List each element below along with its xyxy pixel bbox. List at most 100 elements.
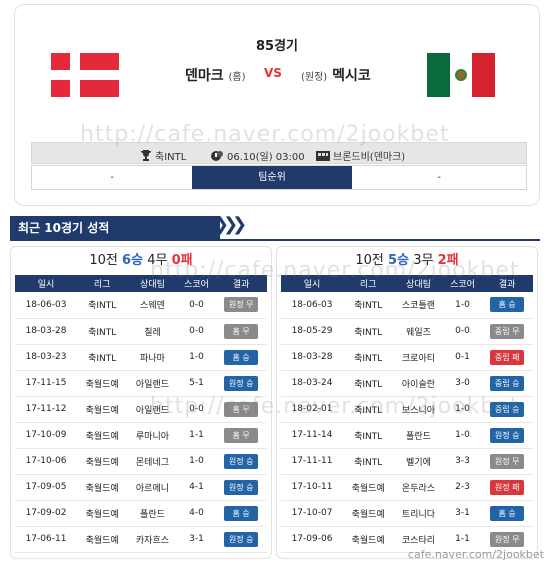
watermark: http://cafe.naver.com/2jookbet (80, 122, 450, 147)
cell-result: 홈 무 (215, 422, 267, 449)
match-info-bar: 축INTL 06.10(일) 03:00 브론드비(덴마크) (31, 142, 527, 164)
cell-result: 중립 승 (481, 370, 533, 397)
league-info: 축INTL (140, 148, 186, 163)
cell-opponent: 보스니아 (393, 396, 444, 423)
table-row: 18-03-24 축INTL 아이슬란 3-0 중립 승 (281, 370, 533, 397)
result-badge: 원정 무 (224, 297, 259, 313)
cell-date: 18-03-28 (15, 318, 78, 345)
cell-date: 17-06-11 (15, 526, 78, 553)
cell-score: 5-1 (177, 370, 216, 397)
cell-result: 홈 승 (215, 500, 267, 527)
cell-result: 원정 승 (215, 448, 267, 475)
away-wins: 5승 (388, 253, 410, 268)
cell-score: 0-0 (177, 396, 216, 423)
cell-league: 축월드예 (77, 500, 128, 527)
away-team-name: 멕시코 (332, 68, 371, 84)
cell-date: 18-06-03 (15, 292, 78, 319)
column-header: 스코어 (443, 275, 482, 292)
away-losses: 2패 (437, 253, 459, 268)
home-team-name: 덴마크 (185, 68, 224, 84)
cell-result: 중립 무 (481, 318, 533, 345)
cell-score: 1-0 (177, 344, 216, 371)
cell-score: 3-0 (443, 370, 482, 397)
section-title: 최근 10경기 성적 (10, 216, 220, 240)
cell-league: 축월드예 (343, 526, 394, 553)
table-row: 17-11-12 축월드예 아일랜드 0-0 홈 무 (15, 396, 267, 423)
cell-date: 17-10-06 (15, 448, 78, 475)
cell-date: 17-09-05 (15, 474, 78, 501)
cell-league: 축월드예 (77, 526, 128, 553)
cell-opponent: 아일랜드 (127, 370, 178, 397)
cell-score: 4-1 (177, 474, 216, 501)
cell-date: 18-03-24 (281, 370, 344, 397)
table-row: 18-02-01 축INTL 보스니아 1-0 중립 승 (281, 396, 533, 423)
cell-league: 축INTL (343, 344, 394, 371)
table-row: 17-10-07 축월드예 트리니다 3-1 홈 승 (281, 500, 533, 527)
result-badge: 중립 패 (490, 349, 525, 365)
cell-score: 1-0 (177, 448, 216, 475)
cell-opponent: 스웨덴 (127, 292, 178, 319)
cell-score: 0-0 (177, 292, 216, 319)
result-badge: 원정 승 (224, 453, 259, 469)
result-badge: 원정 무 (490, 531, 525, 547)
home-wins: 6승 (122, 253, 144, 268)
table-row: 17-09-02 축월드예 폴란드 4-0 홈 승 (15, 500, 267, 527)
cell-date: 17-10-07 (281, 500, 344, 527)
cell-date: 17-11-14 (281, 422, 344, 449)
cell-result: 원정 무 (481, 448, 533, 475)
chevron-right-icon: ❯❯❯ (214, 214, 247, 235)
result-badge: 원정 승 (224, 375, 259, 391)
cell-result: 원정 패 (481, 474, 533, 501)
cell-opponent: 스코틀랜 (393, 292, 444, 319)
cell-league: 축월드예 (343, 500, 394, 527)
cell-date: 17-09-06 (281, 526, 344, 553)
cell-opponent: 온두라스 (393, 474, 444, 501)
cell-result: 원정 무 (215, 292, 267, 319)
cell-league: 축월드예 (343, 474, 394, 501)
cell-result: 홈 승 (215, 344, 267, 371)
venue-info: 브론드비(덴마크) (316, 148, 405, 163)
table-row: 17-09-06 축월드예 코스타리 1-1 원정 무 (281, 526, 533, 553)
cell-date: 18-05-29 (281, 318, 344, 345)
column-header: 결과 (215, 275, 267, 292)
cell-league: 축INTL (343, 292, 394, 319)
cell-result: 홈 승 (481, 500, 533, 527)
result-badge: 원정 승 (224, 531, 259, 547)
column-header: 결과 (481, 275, 533, 292)
table-row: 18-06-03 축INTL 스코틀랜 1-0 홈 승 (281, 292, 533, 319)
cell-score: 0-0 (177, 318, 216, 345)
column-header: 일시 (281, 275, 344, 292)
cell-league: 축월드예 (77, 370, 128, 397)
stadium-icon (316, 151, 330, 161)
column-header: 일시 (15, 275, 78, 292)
cell-score: 0-1 (443, 344, 482, 371)
cell-opponent: 트리니다 (393, 500, 444, 527)
cell-result: 홈 무 (215, 318, 267, 345)
away-tag: (원정) (301, 72, 328, 83)
vs-label: VS (264, 66, 282, 80)
column-header: 상대팀 (127, 275, 178, 292)
home-losses: 0패 (171, 253, 193, 268)
table-row: 17-11-14 축INTL 폴란드 1-0 원정 승 (281, 422, 533, 449)
cell-score: 4-0 (177, 500, 216, 527)
cell-date: 17-11-15 (15, 370, 78, 397)
home-summary-prefix: 10전 (89, 253, 118, 268)
match-card: 85경기 덴마크 (홈) VS (원정) 멕시코 축INTL 06.10(일) … (14, 4, 540, 206)
cell-result: 홈 승 (481, 292, 533, 319)
cell-opponent: 크로아티 (393, 344, 444, 371)
column-header: 리그 (343, 275, 394, 292)
cell-date: 18-06-03 (281, 292, 344, 319)
league-text: 축INTL (155, 152, 187, 163)
cell-opponent: 카자흐스 (127, 526, 178, 553)
venue-text: 브론드비(덴마크) (333, 152, 406, 163)
column-header: 리그 (77, 275, 128, 292)
match-round: 85경기 (255, 39, 298, 54)
table-row: 17-10-06 축월드예 몬테네그 1-0 원정 승 (15, 448, 267, 475)
section-divider (10, 239, 540, 241)
cell-opponent: 코스타리 (393, 526, 444, 553)
table-row: 17-11-11 축INTL 벨기에 3-3 원정 무 (281, 448, 533, 475)
cell-league: 축월드예 (77, 448, 128, 475)
result-badge: 원정 승 (224, 479, 259, 495)
trophy-icon (141, 150, 151, 161)
table-row: 17-10-09 축월드예 루마니아 1-1 홈 무 (15, 422, 267, 449)
